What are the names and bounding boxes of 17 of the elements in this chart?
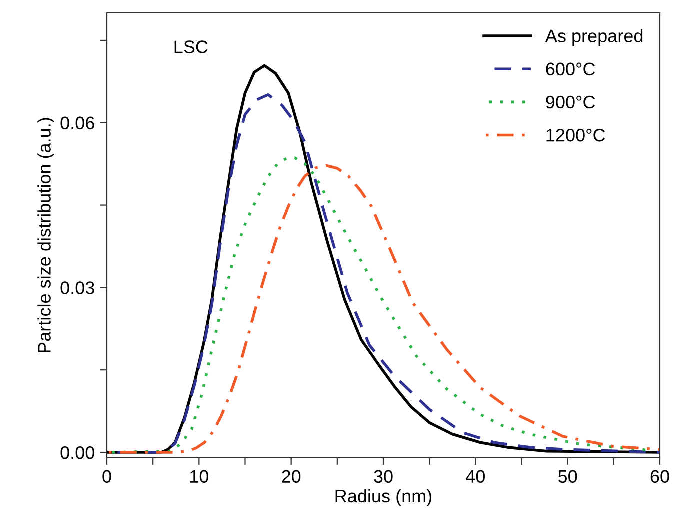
y-tick-label: 0.00: [60, 446, 94, 460]
annotation: LSC: [174, 40, 208, 54]
x-tick-label: 10: [190, 470, 209, 484]
x-tick-label: 60: [650, 470, 670, 484]
x-tick-label: 20: [282, 470, 301, 484]
x-axis-title: Radius (nm): [336, 489, 432, 506]
x-tick-label: 0: [102, 470, 112, 484]
y-tick-label: 0.03: [60, 282, 94, 294]
y-tick-label: 0.06: [60, 116, 94, 130]
legend-label: As prepared: [545, 29, 643, 46]
legend-label: 600°C: [546, 62, 596, 76]
legend-label: 900°C: [546, 96, 596, 109]
y-axis-title: Particle size distribution (a.u.): [38, 118, 54, 352]
x-tick-label: 40: [466, 470, 486, 484]
x-tick-label: 50: [558, 470, 578, 484]
x-tick-label: 30: [374, 470, 393, 484]
legend-label: 1200°C: [546, 128, 606, 142]
